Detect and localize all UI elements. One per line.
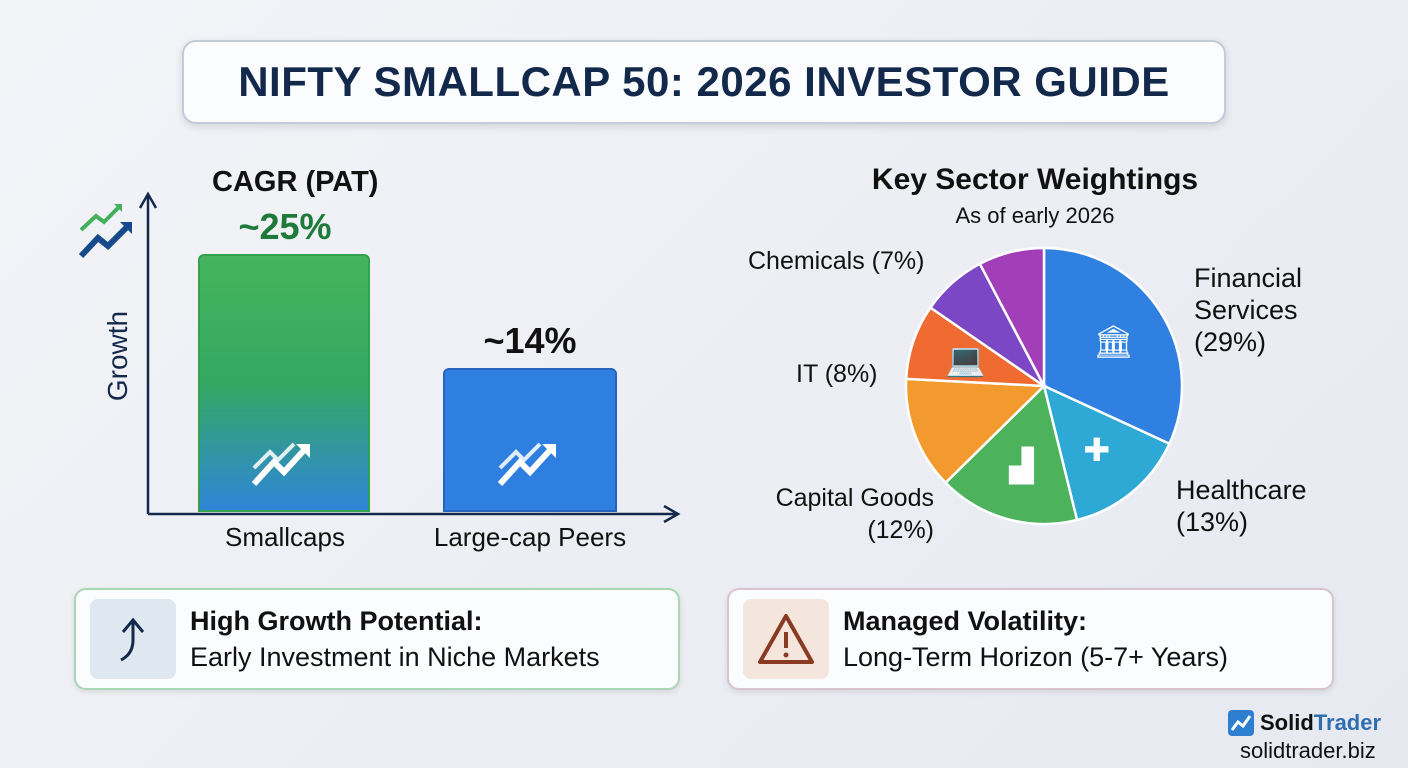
label-financial-services: Financial Services (29%): [1194, 263, 1303, 357]
medical-cross-icon: ✚: [1083, 431, 1110, 469]
bar-0: [198, 254, 370, 512]
warning-icon: [743, 599, 829, 679]
pie-chart: 🏛 ✚ ▟ 💻: [904, 246, 1184, 526]
label-capital-goods: Capital Goods (12%): [775, 484, 934, 544]
label-healthcare: Healthcare (13%): [1176, 475, 1307, 537]
pie-slice-1: [1042, 383, 1172, 522]
bar-data-label: ~14%: [483, 319, 577, 361]
pie-slice-6: [978, 246, 1046, 387]
arrow-up-icon: [90, 599, 176, 679]
label-chemicals: Chemicals (7%): [748, 247, 925, 275]
bank-icon: 🏛: [1093, 322, 1134, 360]
pie-subtitle: As of early 2026: [955, 203, 1115, 228]
factory-icon: ▟: [1008, 447, 1034, 485]
bar-data-label: ~25%: [238, 206, 332, 247]
trend-arrow-icon: [251, 442, 310, 487]
pie-slice-0: [1042, 246, 1184, 446]
logo-icon: [1228, 710, 1254, 736]
pie-slice-3: [904, 377, 1047, 485]
card-title: Managed Volatility:: [843, 606, 1088, 636]
volatility-card: Managed Volatility: Long-Term Horizon (5-…: [727, 588, 1334, 690]
page-title: NIFTY SMALLCAP 50: 2026 INVESTOR GUIDE: [182, 40, 1226, 124]
laptop-icon: 💻: [946, 340, 986, 378]
label-it: IT (8%): [796, 360, 878, 388]
brand-url: solidtrader.biz: [1240, 738, 1376, 763]
trend-arrow-icon: [497, 442, 556, 487]
growth-trend-icon: [78, 204, 132, 259]
pie-slice-2: [943, 383, 1079, 526]
card-title: High Growth Potential:: [190, 606, 483, 636]
growth-card: High Growth Potential: Early Investment i…: [74, 588, 680, 690]
pie-title: Key Sector Weightings: [871, 163, 1199, 196]
x-tick-label: Smallcaps: [225, 522, 345, 552]
brand-logo: SolidTrader: [1228, 710, 1381, 736]
card-text: Early Investment in Niche Markets: [190, 642, 600, 672]
x-tick-label: Large-cap Peers: [433, 522, 627, 552]
bar-chart-axes: [138, 191, 681, 524]
bar-1: [443, 367, 617, 512]
card-text: Long-Term Horizon (5-7+ Years): [843, 642, 1228, 672]
bar-chart-title: CAGR (PAT): [212, 166, 379, 198]
